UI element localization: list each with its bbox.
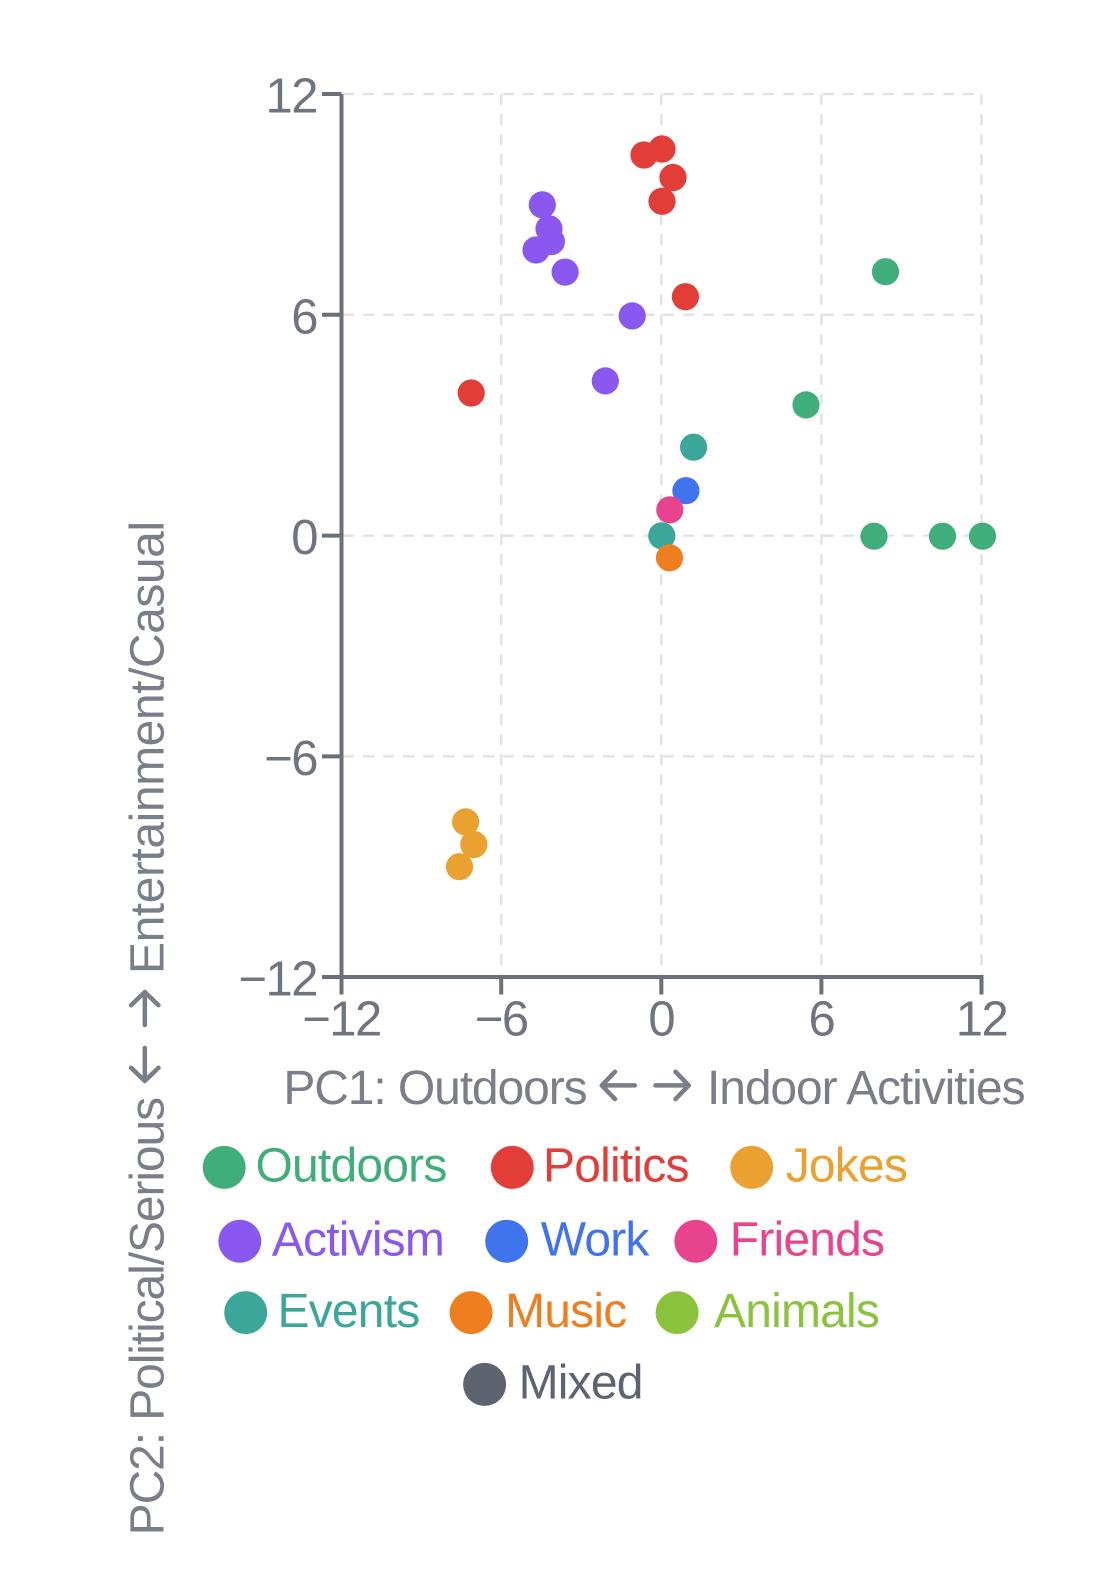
svg-text:−12: −12 — [302, 993, 381, 1047]
svg-text:Music: Music — [505, 1285, 626, 1338]
svg-text:−12: −12 — [238, 953, 317, 1007]
svg-text:Friends: Friends — [730, 1214, 884, 1267]
svg-text:PC1: Outdoors: PC1: Outdoors — [283, 1062, 586, 1115]
svg-text:Entertainment/Casual: Entertainment/Casual — [122, 521, 175, 974]
svg-text:Animals: Animals — [714, 1285, 879, 1338]
svg-text:0: 0 — [648, 993, 674, 1047]
svg-text:Indoor Activities: Indoor Activities — [707, 1062, 1025, 1115]
svg-text:Politics: Politics — [543, 1140, 689, 1193]
svg-text:Outdoors: Outdoors — [256, 1140, 447, 1193]
svg-text:Jokes: Jokes — [786, 1140, 907, 1193]
svg-text:Work: Work — [541, 1214, 651, 1267]
svg-text:12: 12 — [265, 70, 317, 124]
svg-text:−6: −6 — [475, 993, 528, 1047]
svg-text:−6: −6 — [264, 732, 317, 786]
svg-text:Events: Events — [278, 1285, 420, 1338]
svg-text:12: 12 — [956, 993, 1008, 1047]
svg-text:Activism: Activism — [272, 1214, 444, 1267]
svg-text:6: 6 — [809, 993, 835, 1047]
svg-text:6: 6 — [291, 290, 317, 344]
svg-text:PC2: Political/Serious: PC2: Political/Serious — [122, 1098, 175, 1535]
svg-text:0: 0 — [291, 511, 317, 565]
svg-text:Mixed: Mixed — [519, 1357, 643, 1410]
